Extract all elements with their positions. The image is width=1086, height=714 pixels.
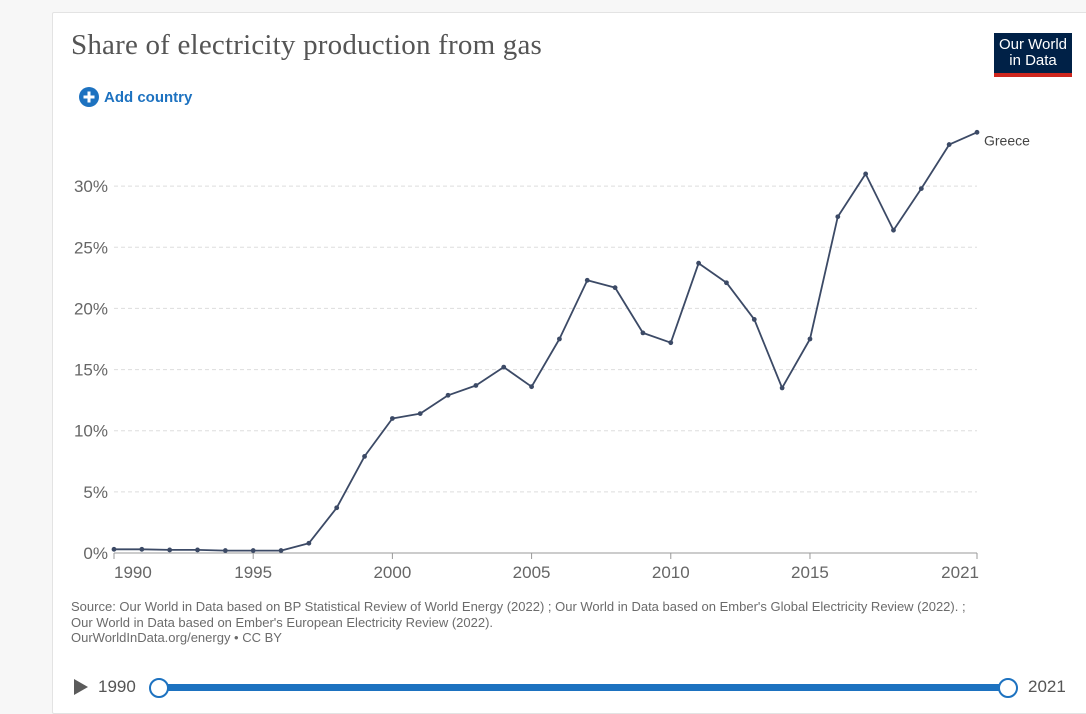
data-point — [417, 411, 423, 416]
data-point — [779, 385, 785, 391]
x-tick-label: 2000 — [373, 563, 411, 582]
data-point — [473, 383, 479, 388]
data-point — [918, 186, 924, 191]
data-point — [946, 142, 952, 147]
x-tick-label: 1990 — [114, 563, 152, 582]
data-point — [306, 540, 312, 546]
data-point — [835, 214, 841, 220]
data-point — [334, 505, 340, 511]
data-point — [696, 260, 702, 266]
data-point — [139, 546, 145, 552]
data-point — [557, 336, 562, 342]
play-icon[interactable] — [74, 679, 88, 695]
x-tick-label: 1995 — [234, 563, 272, 582]
x-tick-label: 2015 — [791, 563, 829, 582]
data-point — [974, 129, 980, 135]
data-point — [501, 364, 507, 370]
data-point — [222, 548, 228, 553]
timeline-slider[interactable]: 1990 2021 — [72, 674, 1086, 702]
timeline-start-label: 1990 — [98, 677, 136, 696]
data-point — [668, 340, 674, 346]
data-point — [807, 336, 813, 342]
timeline-end-handle[interactable] — [998, 678, 1018, 698]
y-tick-label: 5% — [83, 483, 108, 502]
chart-title: Share of electricity production from gas — [71, 29, 543, 61]
data-point — [250, 548, 256, 553]
timeline-end-label: 2021 — [1028, 677, 1066, 696]
source-line-2: Our World in Data based on Ember's Europ… — [71, 614, 494, 630]
y-tick-label: 10% — [74, 422, 108, 441]
timeline-track[interactable] — [159, 684, 1008, 691]
logo-text-line1: Our World — [998, 36, 1068, 53]
data-point — [389, 416, 395, 421]
x-tick-label: 2005 — [513, 563, 551, 582]
source-note: Source: Our World in Data based on BP St… — [71, 599, 1031, 646]
plus-circle-icon — [79, 87, 99, 107]
y-tick-label: 20% — [74, 299, 108, 318]
source-line-1: Source: Our World in Data based on BP St… — [71, 599, 966, 614]
data-point — [111, 546, 117, 552]
x-tick-label: 2010 — [652, 563, 690, 582]
logo-accent-bar — [994, 73, 1072, 77]
chart-card — [52, 12, 1086, 714]
data-point — [278, 548, 284, 553]
add-country-label: Add country — [104, 88, 193, 106]
timeline-start-handle[interactable] — [149, 678, 169, 698]
owid-logo[interactable]: Our World in Data — [994, 33, 1072, 77]
data-point — [724, 280, 729, 286]
data-point — [195, 547, 200, 553]
source-line-3: OurWorldInData.org/energy • CC BY — [71, 630, 282, 645]
data-point — [529, 384, 534, 390]
logo-text-line2: in Data — [1009, 52, 1057, 69]
data-point — [445, 392, 451, 398]
line-chart: 0% 5% 10% 15% 20% 25% 30% 1990 1995 2000 2005 2010 2… — [74, 129, 1030, 582]
series-line-greece — [114, 131, 978, 552]
y-tick-label: 15% — [74, 361, 108, 380]
y-tick-label: 0% — [83, 544, 108, 563]
data-point — [584, 277, 590, 283]
data-point — [167, 547, 173, 553]
data-point — [751, 317, 757, 322]
y-tick-label: 25% — [74, 238, 108, 257]
series-label: Greece — [984, 132, 1030, 148]
y-tick-label: 30% — [74, 177, 108, 196]
data-point — [612, 285, 618, 291]
add-country-button[interactable]: Add country — [79, 87, 192, 107]
data-point — [863, 171, 869, 177]
data-point — [640, 330, 646, 336]
data-point — [891, 227, 896, 233]
data-point — [362, 453, 367, 459]
x-tick-label: 2021 — [941, 563, 979, 582]
